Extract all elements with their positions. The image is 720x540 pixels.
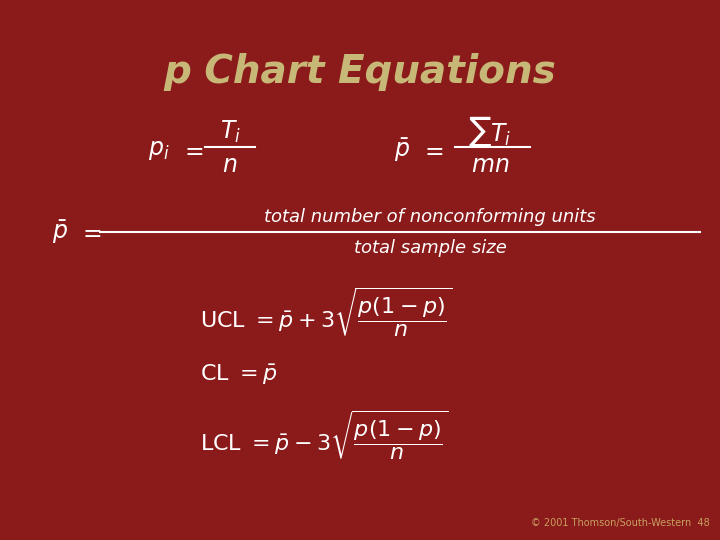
- Text: © 2001 Thomson/South-Western  48: © 2001 Thomson/South-Western 48: [531, 518, 710, 528]
- Text: UCL $= \bar{p} + 3\sqrt{\dfrac{p(1 - p)}{n}}$: UCL $= \bar{p} + 3\sqrt{\dfrac{p(1 - p)}…: [200, 285, 452, 339]
- Text: $=$: $=$: [78, 220, 102, 244]
- Text: CL $= \bar{p}$: CL $= \bar{p}$: [200, 363, 277, 387]
- Text: LCL $= \bar{p} - 3\sqrt{\dfrac{p(1 - p)}{n}}$: LCL $= \bar{p} - 3\sqrt{\dfrac{p(1 - p)}…: [200, 408, 449, 462]
- Text: $mn$: $mn$: [471, 153, 509, 177]
- Text: $=$: $=$: [420, 138, 444, 162]
- Text: $=$: $=$: [180, 138, 204, 162]
- Text: total number of nonconforming units: total number of nonconforming units: [264, 208, 596, 226]
- Text: total sample size: total sample size: [354, 239, 506, 257]
- Text: $T_i$: $T_i$: [220, 119, 240, 145]
- Text: $\sum T_i$: $\sum T_i$: [468, 115, 512, 149]
- Text: $p_i$: $p_i$: [148, 138, 170, 162]
- Text: $n$: $n$: [222, 153, 238, 177]
- Text: $\bar{p}$: $\bar{p}$: [52, 218, 68, 246]
- Text: p Chart Equations: p Chart Equations: [163, 53, 557, 91]
- Text: $\bar{p}$: $\bar{p}$: [394, 136, 410, 164]
